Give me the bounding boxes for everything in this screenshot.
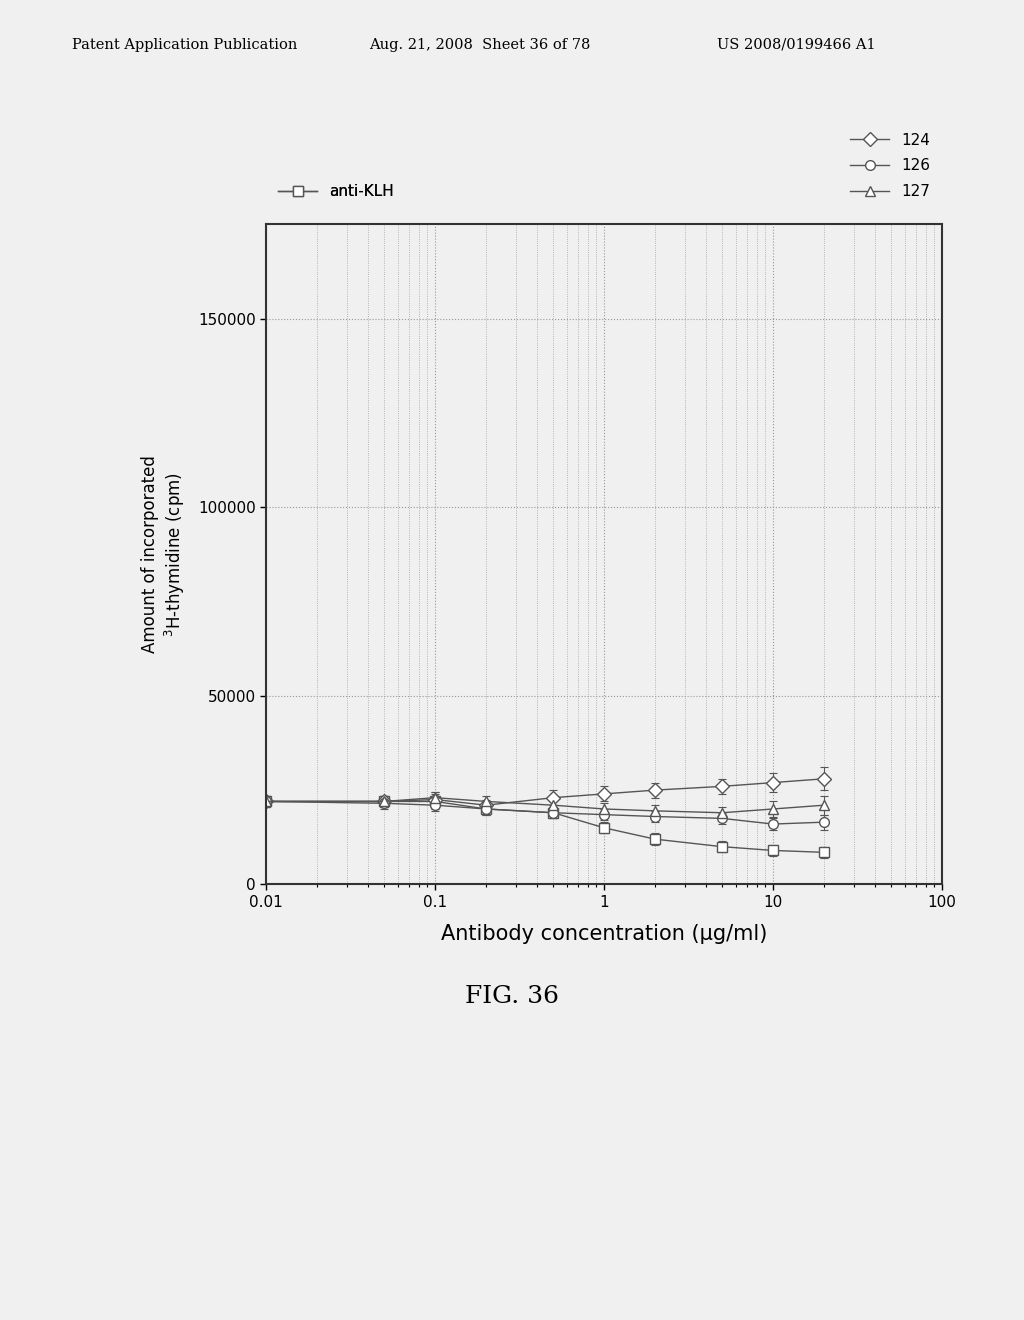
Text: FIG. 36: FIG. 36 — [465, 985, 559, 1008]
Text: Aug. 21, 2008  Sheet 36 of 78: Aug. 21, 2008 Sheet 36 of 78 — [369, 38, 590, 51]
X-axis label: Antibody concentration (μg/ml): Antibody concentration (μg/ml) — [441, 924, 767, 944]
Legend: anti-KLH: anti-KLH — [273, 180, 398, 203]
Y-axis label: Amount of incorporated
$^3$H-thymidine (cpm): Amount of incorporated $^3$H-thymidine (… — [141, 455, 187, 653]
Text: Patent Application Publication: Patent Application Publication — [72, 38, 297, 51]
Text: US 2008/0199466 A1: US 2008/0199466 A1 — [717, 38, 876, 51]
